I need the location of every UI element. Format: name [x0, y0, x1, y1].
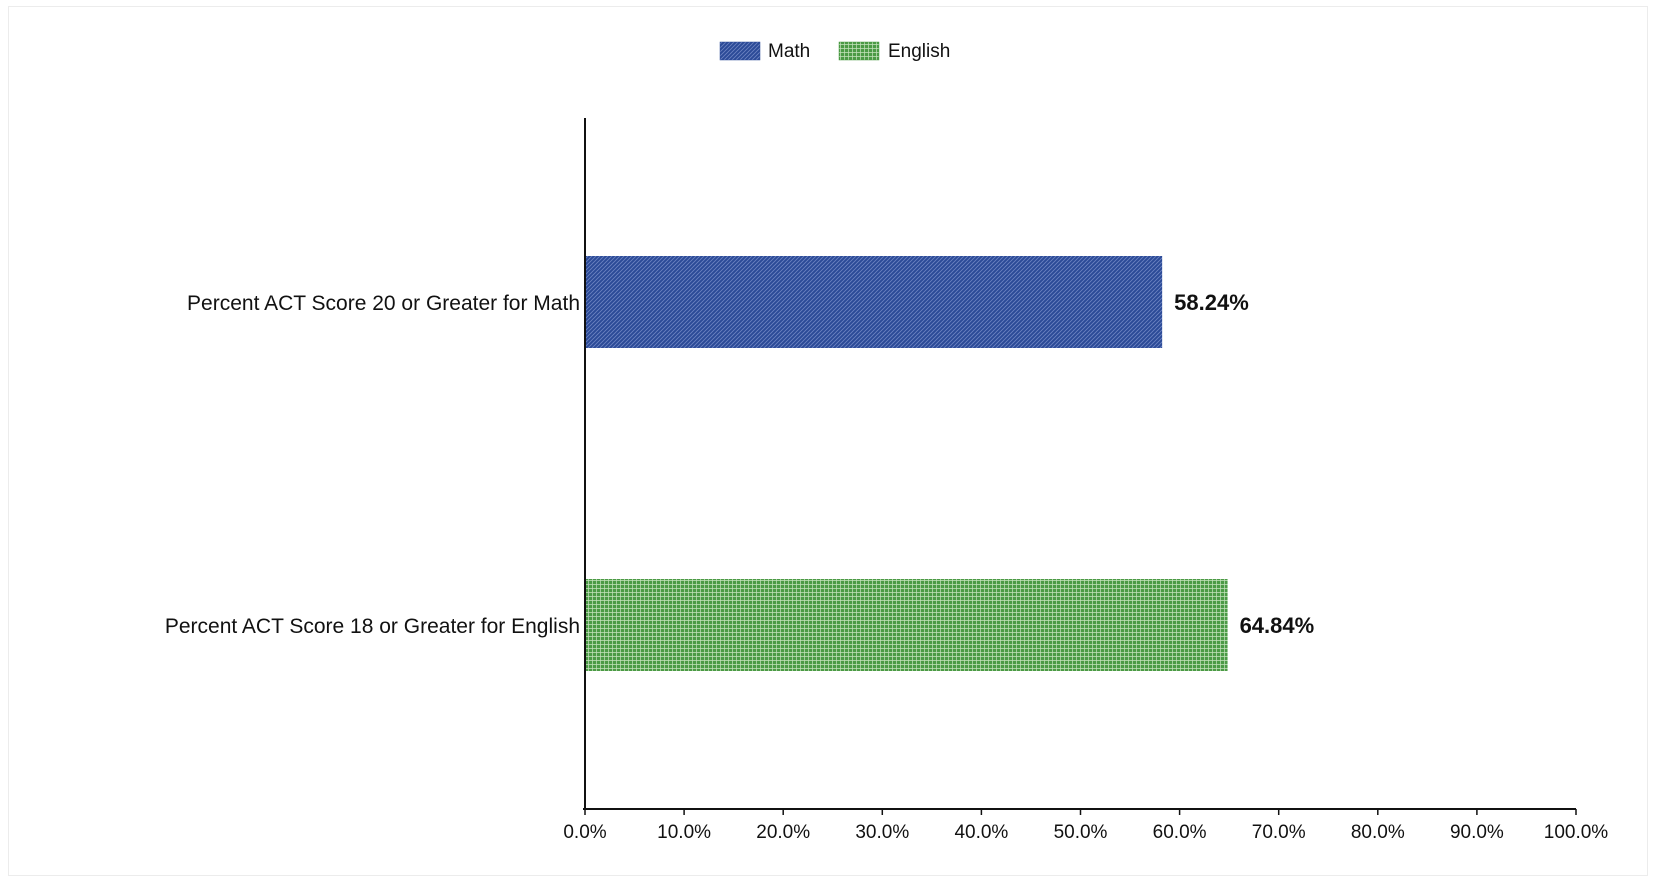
bar-english — [585, 579, 1228, 671]
x-tick-label: 20.0% — [756, 822, 810, 843]
x-tick-label: 90.0% — [1450, 822, 1504, 843]
legend-swatch-math — [719, 41, 761, 61]
x-tick-label: 30.0% — [855, 822, 909, 843]
bars-group: Percent ACT Score 20 or Greater for Math… — [165, 256, 1314, 671]
chart-border — [8, 6, 1648, 876]
category-label: Percent ACT Score 20 or Greater for Math — [187, 292, 580, 315]
x-tick-label: 70.0% — [1252, 822, 1306, 843]
x-tick-label: 0.0% — [563, 822, 606, 843]
axes-group: 0.0% 10.0% 20.0% 30.0% 40.0% 50.0% 60.0% 70.0% 8… — [563, 118, 1608, 843]
legend-label-math: Math — [768, 41, 810, 62]
legend: Math English — [719, 41, 950, 62]
data-label-math: 58.24% — [1174, 290, 1249, 315]
legend-label-english: English — [888, 41, 950, 62]
legend-swatch-english — [838, 41, 880, 61]
data-label-english: 64.84% — [1240, 613, 1315, 638]
x-tick-label: 80.0% — [1351, 822, 1405, 843]
category-label: Percent ACT Score 18 or Greater for Engl… — [165, 615, 580, 638]
bar-math — [585, 256, 1163, 348]
x-tick-label: 60.0% — [1153, 822, 1207, 843]
x-tick-label: 10.0% — [657, 822, 711, 843]
x-tick-label: 100.0% — [1544, 822, 1609, 843]
x-tick-label: 50.0% — [1054, 822, 1108, 843]
x-tick-label: 40.0% — [954, 822, 1008, 843]
